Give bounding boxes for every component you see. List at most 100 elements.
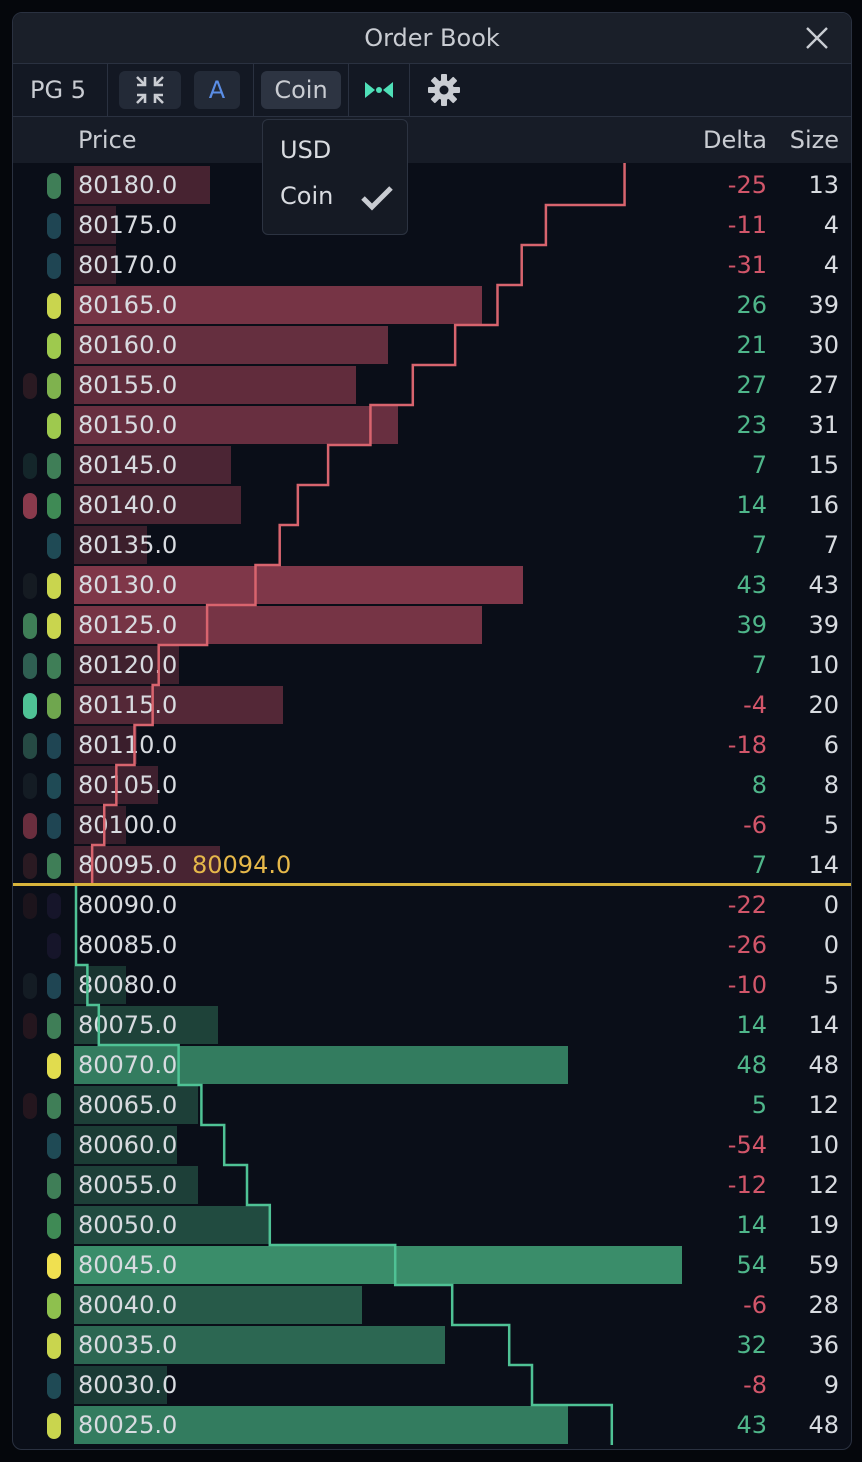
gear-icon[interactable]: [427, 73, 461, 107]
bid-row[interactable]: 80065.0 5 12: [13, 1085, 851, 1125]
delta-cell: 7: [751, 531, 767, 559]
ask-row[interactable]: 80120.0 7 10: [13, 645, 851, 685]
close-icon[interactable]: [805, 26, 829, 50]
delta-column-header[interactable]: Delta: [702, 126, 767, 154]
price-cell[interactable]: 80040.0: [78, 1291, 178, 1319]
cumulative-depth-line: [74, 163, 626, 1445]
ask-row[interactable]: 80140.0 14 16: [13, 485, 851, 525]
ask-row[interactable]: 80150.0 23 31: [13, 405, 851, 445]
price-cell[interactable]: 80180.0: [78, 171, 178, 199]
ask-row[interactable]: 80135.0 7 7: [13, 525, 851, 565]
collapse-button[interactable]: [119, 71, 181, 109]
bid-row[interactable]: 80050.0 14 19: [13, 1205, 851, 1245]
dropdown-option-coin[interactable]: Coin: [280, 182, 334, 210]
bid-row[interactable]: 80055.0 -12 12: [13, 1165, 851, 1205]
price-cell[interactable]: 80085.0: [78, 931, 178, 959]
price-cell[interactable]: 80155.0: [78, 371, 178, 399]
price-cell[interactable]: 80135.0: [78, 531, 178, 559]
activity-indicator-right: [47, 1293, 61, 1319]
activity-indicator-right: [47, 333, 61, 359]
price-cell[interactable]: 80090.0: [78, 891, 178, 919]
price-cell[interactable]: 80140.0: [78, 491, 178, 519]
price-cell[interactable]: 80035.0: [78, 1331, 178, 1359]
bid-row[interactable]: 80060.0 -54 10: [13, 1125, 851, 1165]
ask-size-bar: [74, 686, 283, 724]
ask-row[interactable]: 80145.0 7 15: [13, 445, 851, 485]
price-cell[interactable]: 80095.0: [78, 851, 178, 879]
order-book-rows[interactable]: 80180.0 -25 13 80175.0 -11 4 80170.0 -31 4 80165.…: [13, 163, 851, 1449]
bid-row[interactable]: 80045.0 54 59: [13, 1245, 851, 1285]
bid-row[interactable]: 80070.0 48 48: [13, 1045, 851, 1085]
ask-row[interactable]: 80110.0 -18 6: [13, 725, 851, 765]
a-button[interactable]: A: [194, 71, 240, 109]
link-icon[interactable]: [361, 78, 397, 102]
delta-cell: 39: [736, 611, 767, 639]
price-column-header[interactable]: Price: [78, 126, 137, 154]
ask-row[interactable]: 80160.0 21 30: [13, 325, 851, 365]
bid-row[interactable]: 80090.0 -22 0: [13, 885, 851, 925]
price-cell[interactable]: 80055.0: [78, 1171, 178, 1199]
price-cell[interactable]: 80030.0: [78, 1371, 178, 1399]
ask-row[interactable]: 80155.0 27 27: [13, 365, 851, 405]
size-cell: 13: [808, 171, 839, 199]
price-cell[interactable]: 80120.0: [78, 651, 178, 679]
bid-row[interactable]: 80085.0 -26 0: [13, 925, 851, 965]
bid-row[interactable]: 80075.0 14 14: [13, 1005, 851, 1045]
activity-indicator-left: [23, 453, 37, 479]
ask-row[interactable]: 80170.0 -31 4: [13, 245, 851, 285]
size-cell: 0: [823, 891, 839, 919]
activity-indicator-left: [23, 693, 37, 719]
ask-row[interactable]: 80175.0 -11 4: [13, 205, 851, 245]
price-cell[interactable]: 80110.0: [78, 731, 178, 759]
ask-size-bar: [74, 286, 482, 324]
price-cell[interactable]: 80170.0: [78, 251, 178, 279]
ask-row[interactable]: 80125.0 39 39: [13, 605, 851, 645]
size-cell: 4: [823, 251, 839, 279]
size-column-header[interactable]: Size: [789, 126, 839, 154]
ask-row[interactable]: 80130.0 43 43: [13, 565, 851, 605]
price-cell[interactable]: 80065.0: [78, 1091, 178, 1119]
delta-cell: 27: [736, 371, 767, 399]
price-cell[interactable]: 80175.0: [78, 211, 178, 239]
dropdown-option-usd[interactable]: USD: [280, 136, 332, 164]
price-cell[interactable]: 80080.0: [78, 971, 178, 999]
size-cell: 48: [808, 1051, 839, 1079]
ask-row[interactable]: 80095.0 7 14: [13, 845, 851, 885]
price-cell[interactable]: 80145.0: [78, 451, 178, 479]
activity-indicator-right: [47, 413, 61, 439]
order-book-window: Order Book PG 5 A Coin: [12, 12, 852, 1450]
activity-indicator-right: [47, 893, 61, 919]
price-cell[interactable]: 80070.0: [78, 1051, 178, 1079]
activity-indicator-left: [23, 493, 37, 519]
price-cell[interactable]: 80060.0: [78, 1131, 178, 1159]
price-cell[interactable]: 80130.0: [78, 571, 178, 599]
delta-cell: 8: [751, 771, 767, 799]
ask-row[interactable]: 80165.0 26 39: [13, 285, 851, 325]
price-cell[interactable]: 80025.0: [78, 1411, 178, 1439]
price-cell[interactable]: 80115.0: [78, 691, 178, 719]
price-cell[interactable]: 80045.0: [78, 1251, 178, 1279]
ask-row[interactable]: 80115.0 -4 20: [13, 685, 851, 725]
price-cell[interactable]: 80075.0: [78, 1011, 178, 1039]
unit-select-button[interactable]: Coin: [261, 71, 341, 109]
price-cell[interactable]: 80160.0: [78, 331, 178, 359]
bid-row[interactable]: 80035.0 32 36: [13, 1325, 851, 1365]
delta-cell: 5: [751, 1091, 767, 1119]
delta-cell: -18: [727, 731, 767, 759]
bid-row[interactable]: 80030.0 -8 9: [13, 1365, 851, 1405]
size-cell: 20: [808, 691, 839, 719]
price-cell[interactable]: 80150.0: [78, 411, 178, 439]
ask-size-bar: [74, 726, 137, 764]
delta-cell: -11: [727, 211, 767, 239]
price-cell[interactable]: 80125.0: [78, 611, 178, 639]
bid-row[interactable]: 80040.0 -6 28: [13, 1285, 851, 1325]
ask-row[interactable]: 80100.0 -6 5: [13, 805, 851, 845]
price-cell[interactable]: 80105.0: [78, 771, 178, 799]
bid-row[interactable]: 80025.0 43 48: [13, 1405, 851, 1445]
ask-row[interactable]: 80180.0 -25 13: [13, 165, 851, 205]
price-cell[interactable]: 80100.0: [78, 811, 178, 839]
page-label[interactable]: PG 5: [30, 76, 86, 104]
bid-row[interactable]: 80080.0 -10 5: [13, 965, 851, 1005]
price-cell[interactable]: 80050.0: [78, 1211, 178, 1239]
price-cell[interactable]: 80165.0: [78, 291, 178, 319]
